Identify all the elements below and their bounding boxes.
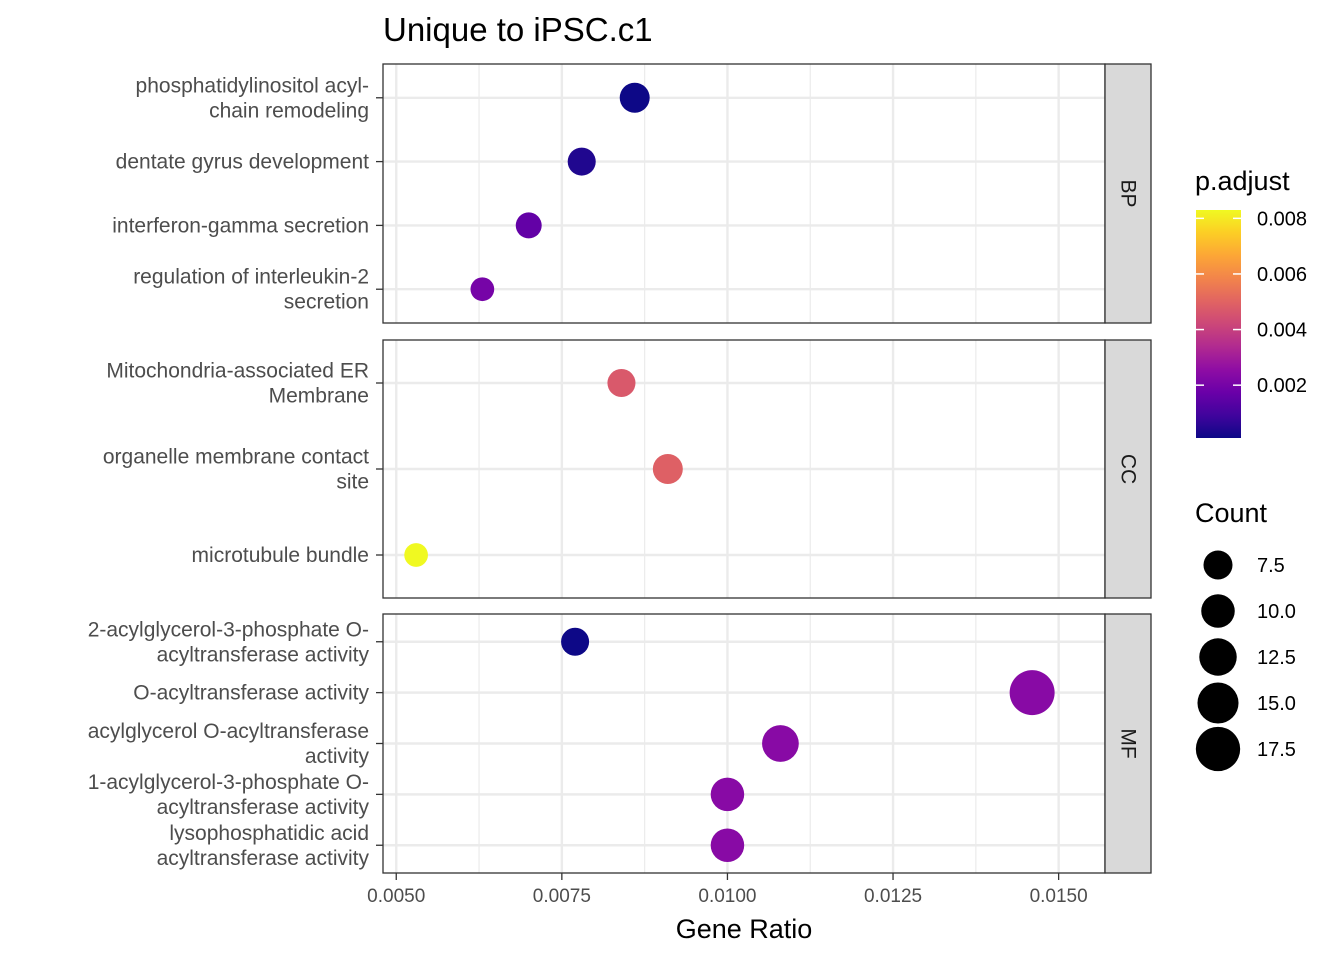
color-legend-title: p.adjust — [1195, 166, 1290, 196]
facet-strip-label: CC — [1117, 454, 1140, 484]
facet-panel-bp: BP phosphatidylinositol acyl-chain remode… — [112, 63, 1152, 324]
x-tick-label: 0.0125 — [864, 886, 922, 907]
y-tick-label: regulation of interleukin-2 secretion — [133, 266, 369, 314]
size-legend-key — [1203, 550, 1233, 580]
y-tick-label: O-acyltransferase activity — [133, 682, 369, 705]
size-legend-key — [1201, 594, 1235, 628]
y-tick-label: 2-acylglycerol-3-phosphate O-acyltransfe… — [88, 618, 370, 666]
x-tick-label: 0.0100 — [698, 886, 756, 907]
facet-panel-mf: MF 2-acylglycerol-3-phosphate O-acyltrans… — [88, 613, 1152, 874]
size-legend-label: 7.5 — [1257, 555, 1285, 577]
y-tick-label: dentate gyrus development — [116, 151, 369, 174]
facet-strip — [1104, 339, 1152, 599]
size-legend-title: Count — [1195, 498, 1268, 528]
data-point — [561, 627, 590, 656]
legend: p.adjust 0.002 0.004 0.006 0.008 Count 7.5 10.0… — [1195, 166, 1307, 772]
facet-strip-label: MF — [1117, 728, 1140, 758]
panel-background — [383, 64, 1105, 323]
size-legend-key — [1199, 638, 1237, 676]
data-point — [710, 777, 745, 812]
color-bar — [1196, 210, 1241, 438]
x-axis: 0.0050 0.0075 0.0100 0.0125 0.0150 — [367, 873, 1088, 907]
color-legend-label: 0.006 — [1257, 264, 1307, 286]
color-legend-label: 0.004 — [1257, 320, 1307, 342]
facet-panel-cc: CC Mitochondria-associated ER Membrane orga… — [103, 339, 1152, 599]
y-tick-label: acylglycerol O-acyltransferase activity — [88, 720, 370, 768]
y-tick-label: lysophosphatidic acid acyltransferase act… — [157, 822, 370, 870]
color-legend-label: 0.008 — [1257, 208, 1307, 230]
y-tick-label: microtubule bundle — [192, 544, 369, 567]
y-tick-label: 1-acylglycerol-3-phosphate O-acyltransfe… — [88, 771, 370, 819]
color-legend-label: 0.002 — [1257, 375, 1307, 397]
facet-strip — [1104, 63, 1152, 324]
data-point — [652, 454, 683, 484]
x-tick-label: 0.0075 — [533, 886, 591, 907]
y-tick-label: Mitochondria-associated ER Membrane — [106, 360, 369, 408]
y-tick-label: organelle membrane contact site — [103, 446, 369, 494]
data-point — [762, 725, 799, 762]
x-axis-title: Gene Ratio — [676, 914, 813, 944]
data-point — [710, 828, 745, 863]
data-point — [619, 82, 650, 113]
facet-strip — [1104, 613, 1152, 874]
chart-title: Unique to iPSC.c1 — [383, 11, 653, 48]
size-legend-key — [1197, 682, 1239, 724]
data-point — [515, 212, 542, 239]
facet-panels: BP phosphatidylinositol acyl-chain remode… — [88, 63, 1152, 874]
size-legend-label: 15.0 — [1257, 693, 1296, 715]
size-legend-label: 10.0 — [1257, 601, 1296, 623]
data-point — [607, 368, 636, 398]
y-tick-label: phosphatidylinositol acyl-chain remodeli… — [136, 74, 369, 122]
x-tick-label: 0.0050 — [367, 886, 425, 907]
size-legend-key — [1195, 726, 1241, 772]
y-tick-label: interferon-gamma secretion — [112, 214, 369, 237]
data-point — [1009, 670, 1055, 716]
data-point — [404, 543, 428, 567]
size-legend-label: 17.5 — [1257, 739, 1296, 761]
data-point — [470, 277, 495, 302]
facet-strip-label: BP — [1117, 179, 1140, 207]
x-tick-label: 0.0150 — [1030, 886, 1088, 907]
data-point — [567, 147, 596, 176]
size-legend-label: 12.5 — [1257, 647, 1296, 669]
